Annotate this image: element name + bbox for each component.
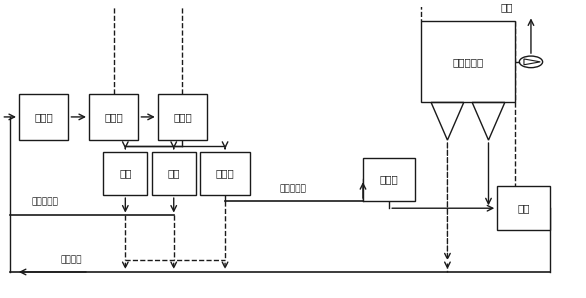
Text: 二级筛: 二级筛	[216, 168, 234, 179]
Bar	[497, 187, 550, 230]
Text: 造粒机: 造粒机	[35, 112, 53, 122]
Bar	[152, 152, 196, 195]
Text: 返料皮带: 返料皮带	[60, 256, 82, 265]
Text: 包装: 包装	[517, 203, 530, 213]
Bar	[363, 158, 415, 201]
Bar	[104, 152, 147, 195]
Text: 提升机: 提升机	[104, 112, 123, 122]
Bar	[421, 21, 515, 103]
Text: 外排: 外排	[500, 3, 513, 13]
Text: 布袋收尘器: 布袋收尘器	[452, 57, 483, 67]
Text: 破碎: 破碎	[119, 168, 132, 179]
Bar	[89, 94, 138, 140]
Bar	[200, 152, 250, 195]
Text: 一级选: 一级选	[173, 112, 192, 122]
Text: 成品皮带一: 成品皮带一	[32, 198, 59, 207]
Bar	[19, 94, 69, 140]
Text: 流化床: 流化床	[380, 174, 398, 184]
Text: 成品皮带二: 成品皮带二	[280, 185, 306, 194]
Bar	[158, 94, 207, 140]
Text: 破碎: 破碎	[168, 168, 180, 179]
